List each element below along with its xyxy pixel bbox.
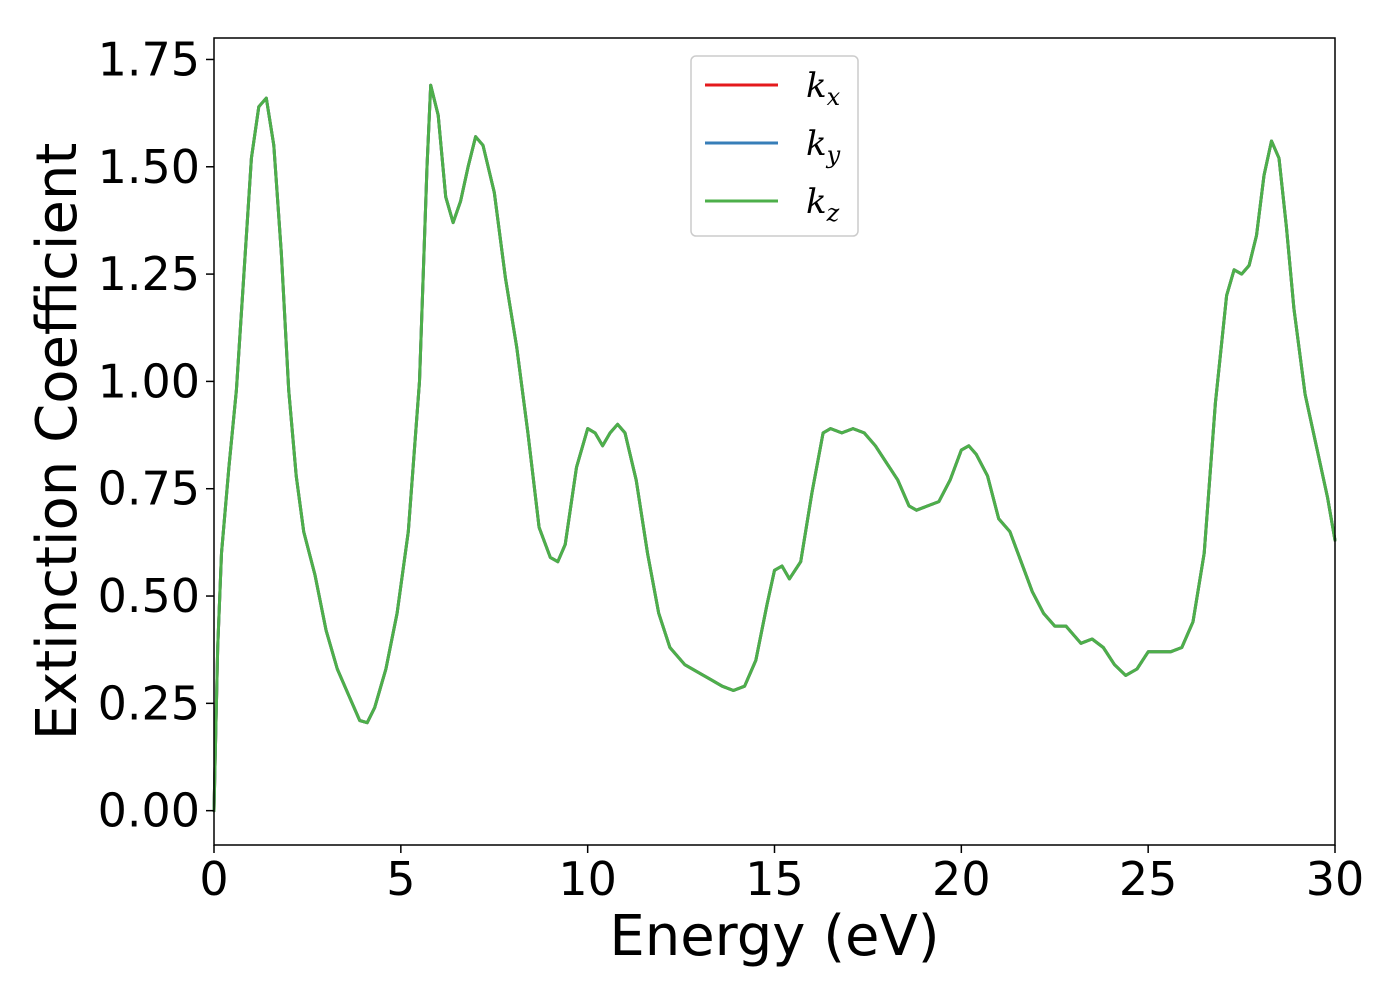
legend-label-ky: ky <box>806 124 841 169</box>
y-tick-label: 0.50 <box>98 569 200 623</box>
x-tick-label: 15 <box>745 852 804 906</box>
x-axis-title: Energy (eV) <box>609 904 939 969</box>
y-tick-label: 0.75 <box>98 462 200 516</box>
x-tick-label: 5 <box>386 852 415 906</box>
legend: kx ky kz <box>690 55 859 237</box>
y-axis: 0.00 0.25 0.50 0.75 1.00 1.25 1.50 1.75 <box>98 32 214 838</box>
legend-label-kx: kx <box>806 66 841 111</box>
y-tick-label: 1.00 <box>98 354 200 408</box>
x-tick-label: 10 <box>558 852 617 906</box>
y-tick-label: 1.75 <box>98 32 200 86</box>
legend-label-kz: kz <box>806 182 840 227</box>
x-tick-label: 30 <box>1306 852 1365 906</box>
y-axis-title: Extinction Coefficient <box>25 143 90 741</box>
series-layer <box>212 83 1337 813</box>
y-tick-label: 0.00 <box>98 784 200 838</box>
y-tick-label: 1.25 <box>98 247 200 301</box>
series-line-kz <box>212 83 1337 813</box>
legend-box <box>690 55 859 237</box>
x-tick-label: 20 <box>932 852 991 906</box>
y-tick-label: 1.50 <box>98 140 200 194</box>
x-tick-label: 25 <box>1119 852 1178 906</box>
x-axis: 0 5 10 15 20 25 30 <box>199 845 1364 906</box>
x-tick-label: 0 <box>199 852 228 906</box>
y-tick-label: 0.25 <box>98 676 200 730</box>
